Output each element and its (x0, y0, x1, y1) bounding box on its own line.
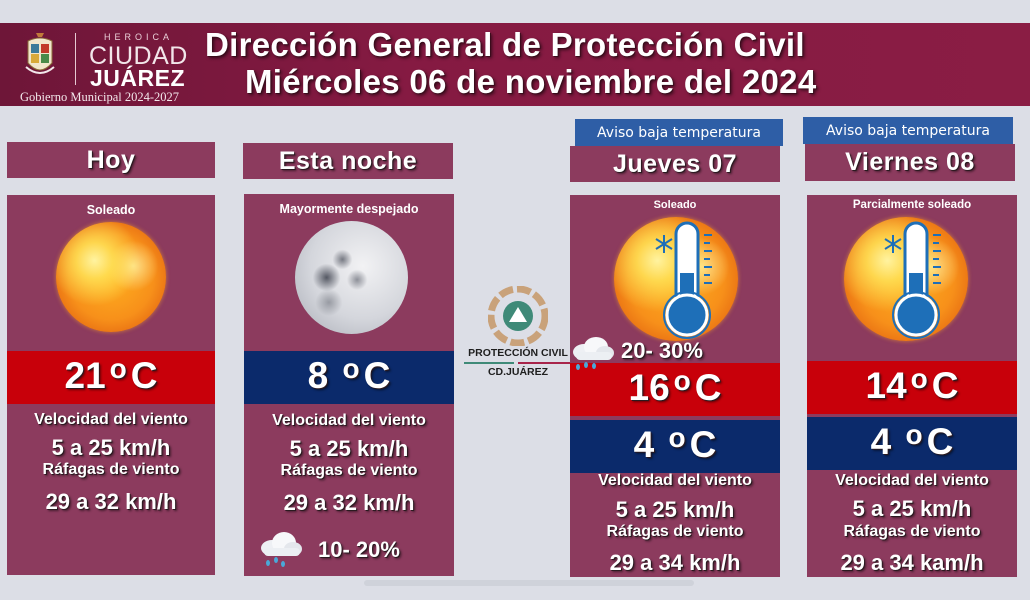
wind-speed-value: 5 a 25 km/h (51, 435, 171, 460)
min-temp-value: 8 (307, 355, 329, 396)
max-temp-value: 16 (628, 367, 670, 408)
snowflake-icon (655, 235, 673, 253)
logo-gobierno-text: Gobierno Municipal 2024-2027 (20, 90, 180, 104)
wind-speed-label: Velocidad del viento (598, 472, 752, 489)
temp-unit: C (694, 367, 722, 408)
low-temp-warning-badge: Aviso baja temperatura (803, 117, 1013, 144)
degree-symbol: o (342, 353, 360, 384)
wind-speed-label: Velocidad del viento (34, 411, 188, 428)
logo-ciudad-text: CIUDAD (89, 42, 188, 70)
degree-symbol: o (673, 365, 691, 396)
gusts-value: 29 a 32 km/h (45, 489, 177, 514)
city-coat-of-arms-icon (25, 33, 55, 74)
gusts-value: 29 a 32 km/h (283, 490, 415, 515)
forecast-panel-hoy: Soleado 21 o C Velocidad del viento 5 a 25… (7, 195, 215, 575)
gusts-value: 29 a 34 kam/h (840, 550, 984, 575)
rain-cloud-icon (573, 337, 614, 370)
cold-thermometer-icon (655, 221, 712, 339)
red-divider (518, 362, 570, 364)
min-temp-value: 4 (633, 424, 655, 465)
tab-title: Viernes 08 (845, 148, 975, 176)
proteccion-civil-emblem-icon (488, 286, 548, 346)
gusts-label: Ráfagas de viento (42, 461, 180, 478)
condition-label: Soleado (653, 199, 697, 211)
snowflake-icon (884, 235, 902, 253)
page-title: Dirección General de Protección Civil (205, 26, 805, 63)
rain-chance-value: 20- 30% (621, 338, 703, 363)
rain-cloud-icon (261, 532, 302, 567)
max-temp-bar: 16 o C (570, 363, 780, 416)
proteccion-civil-text: PROTECCIÓN CIVIL (468, 347, 568, 359)
header-banner: HEROICA CIUDAD JUÁREZ Gobierno Municipal… (0, 23, 1030, 106)
page-date: Miércoles 06 de noviembre del 2024 (245, 63, 817, 100)
temp-unit: C (689, 424, 717, 465)
low-temp-warning-badge: Aviso baja temperatura (575, 119, 783, 146)
condition-label: Mayormente despejado (279, 202, 419, 216)
condition-label: Parcialmente soleado (852, 199, 972, 211)
green-divider (464, 362, 514, 364)
temp-unit: C (363, 355, 391, 396)
sun-icon (56, 222, 166, 332)
degree-symbol: o (910, 363, 928, 394)
degree-symbol: o (109, 353, 127, 384)
wind-speed-value: 5 a 25 km/h (289, 436, 409, 461)
horizontal-scrollbar[interactable] (364, 580, 694, 586)
gusts-label: Ráfagas de viento (280, 462, 418, 479)
max-temp-bar: 21 o C (7, 351, 215, 404)
cold-thermometer-icon (884, 221, 941, 339)
wind-speed-label: Velocidad del viento (835, 472, 989, 489)
logo-juarez-text: JUÁREZ (90, 65, 186, 91)
gusts-label: Ráfagas de viento (843, 523, 981, 540)
temp-unit: C (926, 421, 954, 462)
wind-speed-label: Velocidad del viento (272, 412, 426, 429)
rain-chance-value: 10- 20% (318, 537, 400, 562)
tab-title: Jueves 07 (612, 149, 738, 178)
temp-unit: C (931, 365, 959, 406)
degree-symbol: o (905, 419, 923, 450)
tab-title: Esta noche (278, 146, 418, 175)
tab-hoy: Hoy (7, 142, 215, 178)
logo-heroica-text: HEROICA (104, 32, 174, 42)
logo-divider (75, 33, 76, 85)
condition-label: Soleado (86, 203, 136, 217)
gusts-value: 29 a 34 km/h (609, 550, 741, 575)
max-temp-value: 21 (64, 355, 106, 396)
degree-symbol: o (668, 422, 686, 453)
wind-speed-value: 5 a 25 km/h (852, 496, 972, 521)
tab-title: Hoy (86, 145, 136, 174)
proteccion-civil-logo: PROTECCIÓN CIVIL CD.JUÁREZ (462, 284, 574, 384)
tab-viernes-08: Viernes 08 (805, 144, 1015, 181)
moon-icon (295, 221, 408, 334)
temp-unit: C (130, 355, 158, 396)
tab-jueves-07: Jueves 07 (570, 146, 780, 182)
gusts-label: Ráfagas de viento (606, 523, 744, 540)
tab-esta-noche: Esta noche (243, 143, 453, 179)
municipal-logo: HEROICA CIUDAD JUÁREZ Gobierno Municipal… (14, 27, 189, 104)
max-temp-value: 14 (865, 365, 907, 406)
max-temp-bar: 14 o C (807, 361, 1017, 414)
min-temp-value: 4 (870, 421, 892, 462)
cd-juarez-text: CD.JUÁREZ (487, 366, 549, 378)
wind-speed-value: 5 a 25 km/h (615, 497, 735, 522)
